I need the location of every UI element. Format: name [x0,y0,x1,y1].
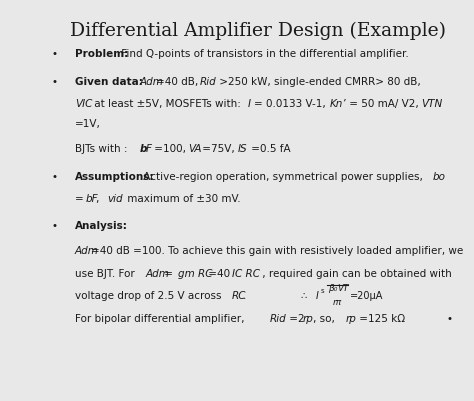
Text: For bipolar differential amplifier,: For bipolar differential amplifier, [75,314,247,324]
Text: =125 kΩ: =125 kΩ [356,314,406,324]
Text: Problem:: Problem: [75,49,128,59]
Text: VA: VA [189,144,202,154]
Text: Active-region operation, symmetrical power supplies,: Active-region operation, symmetrical pow… [140,172,426,182]
Text: =75V,: =75V, [200,144,238,154]
Text: ,: , [97,194,103,204]
Text: =0.5 fA: =0.5 fA [248,144,291,154]
Text: =100,: =100, [151,144,189,154]
Text: .: . [243,292,246,302]
Text: bo: bo [432,172,445,182]
Text: s: s [321,288,324,294]
Text: Adm: Adm [140,77,164,87]
Text: F: F [145,144,151,154]
Text: •: • [446,314,452,324]
Text: V: V [337,284,344,294]
Text: I: I [248,99,251,109]
Text: Adm: Adm [145,269,169,279]
Text: voltage drop of 2.5 V across: voltage drop of 2.5 V across [75,292,225,302]
Text: rp: rp [302,314,313,324]
Text: =2: =2 [286,314,305,324]
Text: Find Q-points of transistors in the differential amplifier.: Find Q-points of transistors in the diff… [118,49,409,59]
Text: Analysis:: Analysis: [75,221,128,231]
Text: Rid: Rid [270,314,287,324]
Text: =40 dB =100. To achieve this gain with resistively loaded amplifier, we: =40 dB =100. To achieve this gain with r… [91,247,463,257]
Text: rπ: rπ [333,298,342,307]
Text: =: = [162,269,177,279]
Text: = 50 mA/ V2,: = 50 mA/ V2, [346,99,422,109]
Text: IC RC: IC RC [232,269,260,279]
Text: I: I [315,292,318,302]
Text: Given data:: Given data: [75,77,143,87]
Text: ∴: ∴ [301,292,307,302]
Text: RC: RC [232,292,246,302]
Text: •: • [52,49,58,59]
Text: Differential Amplifier Design (Example): Differential Amplifier Design (Example) [70,22,447,40]
Text: •: • [52,221,58,231]
Text: =40 dB,: =40 dB, [156,77,201,87]
Text: = 0.0133 V-1,: = 0.0133 V-1, [254,99,328,109]
Text: =40: =40 [205,269,233,279]
Text: , so,: , so, [313,314,338,324]
Text: b: b [140,144,147,154]
Text: •: • [52,172,58,182]
Text: β₀: β₀ [328,284,337,294]
Text: T: T [342,284,348,294]
Text: VTN: VTN [421,99,443,109]
Text: •: • [52,77,58,87]
Text: BJTs with :: BJTs with : [75,144,130,154]
Text: >250 kW, single-ended CMRR> 80 dB,: >250 kW, single-ended CMRR> 80 dB, [216,77,420,87]
Text: at least ±5V, MOSFETs with:: at least ±5V, MOSFETs with: [91,99,244,109]
Text: Adm: Adm [75,247,99,257]
Text: bF: bF [86,194,98,204]
Text: IS: IS [237,144,247,154]
Text: vid: vid [107,194,123,204]
Text: , required gain can be obtained with: , required gain can be obtained with [259,269,452,279]
Text: VIC: VIC [75,99,92,109]
Text: Assumptions:: Assumptions: [75,172,155,182]
Text: use BJT. For: use BJT. For [75,269,138,279]
Text: gm RC: gm RC [178,269,212,279]
Text: =1V,: =1V, [75,119,100,129]
Text: rp: rp [346,314,356,324]
Text: maximum of ±30 mV.: maximum of ±30 mV. [124,194,240,204]
Text: =: = [75,194,87,204]
Text: Rid: Rid [200,77,216,87]
Text: =20μA: =20μA [350,292,383,302]
Text: Kn’: Kn’ [329,99,346,109]
